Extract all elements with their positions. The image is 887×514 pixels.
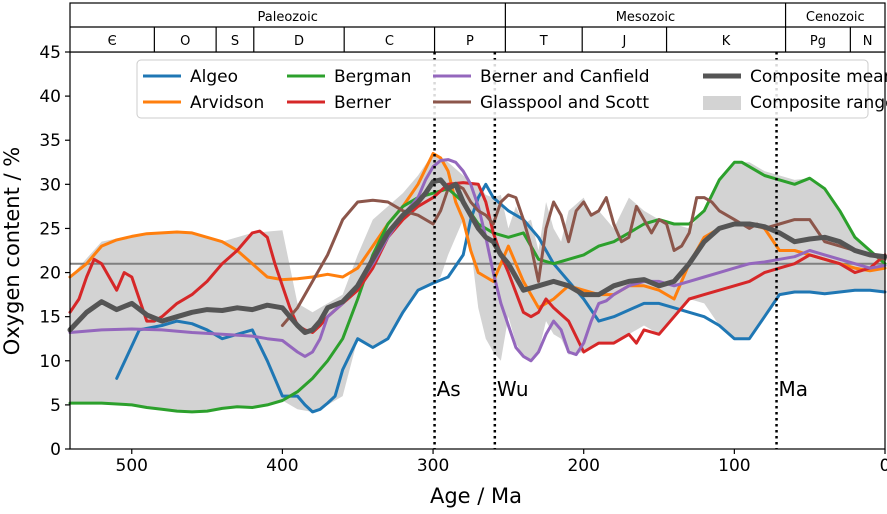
period-label: Є — [108, 34, 117, 49]
y-tick-label: 45 — [39, 43, 61, 63]
era-label-cenozoic: Cenozoic — [806, 10, 865, 25]
x-axis-title: Age / Ma — [430, 484, 522, 508]
period-label: K — [722, 34, 731, 49]
y-tick-label: 25 — [39, 219, 61, 239]
y-tick-label: 0 — [50, 440, 61, 460]
series-line-composite-mean — [67, 177, 887, 335]
legend-swatch-composite-range — [703, 96, 741, 110]
legend-label-composite-range: Composite range — [750, 93, 887, 113]
event-label-wu: Wu — [497, 377, 529, 401]
series-line-berner — [68, 181, 887, 354]
y-tick-label: 5 — [50, 396, 61, 416]
y-tick-label: 10 — [39, 352, 61, 372]
legend: Algeo Arvidson Bergman Berner Berner and Can… — [136, 59, 887, 119]
geologic-timescale: Paleozoic Mesozoic Cenozoic Є O S D C P T J K Pg N — [69, 2, 886, 53]
era-label-mesozoic: Mesozoic — [616, 10, 675, 25]
period-label: S — [231, 34, 239, 49]
period-label: O — [180, 34, 190, 49]
event-label-ma: Ma — [779, 377, 809, 401]
event-layer: As Wu Ma — [433, 52, 809, 449]
x-tick-label: 0 — [880, 456, 887, 476]
composite-range-band — [70, 153, 885, 412]
period-label: J — [621, 34, 626, 49]
y-tick-label: 20 — [39, 264, 61, 284]
y-tick-label: 15 — [39, 308, 61, 328]
period-label: C — [385, 34, 394, 49]
period-label: D — [294, 34, 304, 49]
legend-label-algeo: Algeo — [190, 67, 238, 87]
x-tick-label: 200 — [567, 456, 599, 476]
x-tick-label: 500 — [116, 456, 148, 476]
composite-range-layer — [70, 153, 885, 412]
y-axis-title: Oxygen content / % — [0, 147, 24, 355]
series-line-bergman — [68, 160, 887, 414]
event-label-as: As — [437, 377, 461, 401]
frame-layer: 0 5 10 15 20 25 30 35 40 45 500 400 300 200 100 0 — [39, 43, 887, 476]
x-tick-label: 100 — [718, 456, 750, 476]
legend-label-berner-and-canfield: Berner and Canfield — [480, 67, 650, 87]
period-label: T — [539, 34, 548, 49]
series-line-berner-and-canfield — [68, 158, 887, 363]
legend-label-bergman: Bergman — [334, 67, 411, 87]
legend-label-composite-mean: Composite mean — [750, 67, 887, 87]
legend-label-arvidson: Arvidson — [190, 93, 264, 113]
y-tick-label: 40 — [39, 87, 61, 107]
y-tick-label: 35 — [39, 131, 61, 151]
legend-label-glasspool-and-scott: Glasspool and Scott — [480, 93, 649, 113]
y-tick-label: 30 — [39, 175, 61, 195]
era-label-paleozoic: Paleozoic — [258, 10, 318, 25]
x-tick-label: 300 — [417, 456, 449, 476]
series-line-glasspool-and-scott — [280, 182, 887, 327]
period-label: P — [466, 34, 474, 49]
legend-label-berner: Berner — [334, 93, 391, 113]
series-layer — [67, 152, 887, 414]
period-label: N — [863, 34, 873, 49]
period-label: Pg — [810, 34, 826, 49]
x-tick-label: 400 — [266, 456, 298, 476]
